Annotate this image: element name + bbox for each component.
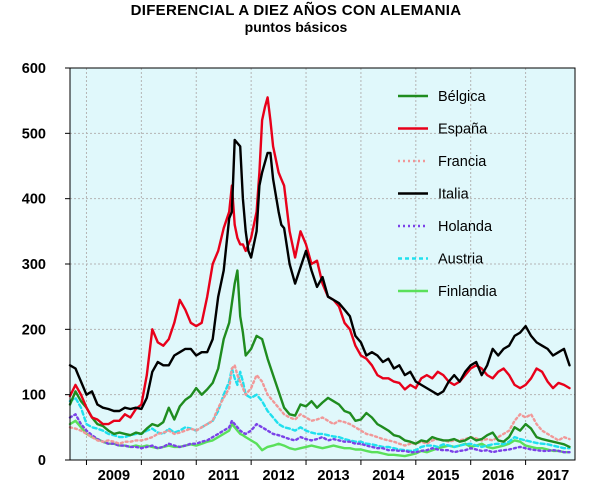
chart-title: DIFERENCIAL A DIEZ AÑOS CON ALEMANIA xyxy=(130,2,462,19)
y-tick-label: 200 xyxy=(22,322,46,338)
y-tick-label: 500 xyxy=(22,126,46,142)
y-tick-label: 300 xyxy=(22,257,46,273)
x-tick-label: 2017 xyxy=(537,468,569,484)
x-tick-label: 2011 xyxy=(208,468,239,484)
legend-label-espana: España xyxy=(438,122,488,138)
y-tick-label: 0 xyxy=(38,453,46,469)
chart-subtitle: puntos básicos xyxy=(244,19,348,35)
x-tick-label: 2009 xyxy=(98,468,130,484)
x-tick-label: 2015 xyxy=(427,468,459,484)
gridlines xyxy=(70,68,575,460)
series-layer xyxy=(68,96,571,458)
series-line-francia xyxy=(68,364,571,447)
y-tick-label: 100 xyxy=(22,388,46,404)
y-axis: 0 100 200 300 400 500 600 xyxy=(22,61,70,469)
x-tick-label: 2013 xyxy=(317,468,349,484)
series-line-espana xyxy=(68,96,571,426)
legend-label-holanda: Holanda xyxy=(438,219,493,235)
series-line-austria xyxy=(68,367,571,453)
legend-label-francia: Francia xyxy=(438,154,487,170)
y-tick-label: 600 xyxy=(22,61,46,77)
x-tick-label: 2010 xyxy=(153,468,185,484)
legend: Bélgica España Francia Italia Holanda Austria… xyxy=(398,89,498,300)
x-tick-label: 2014 xyxy=(372,468,404,484)
legend-label-finlandia: Finlandia xyxy=(438,284,498,300)
legend-label-italia: Italia xyxy=(438,187,470,203)
y-tick-label: 400 xyxy=(22,192,46,208)
series-line-belgica xyxy=(68,269,571,449)
legend-label-austria: Austria xyxy=(438,252,484,268)
series-line-italia xyxy=(68,138,571,413)
x-axis: 2009 2010 2011 2012 2013 2014 2015 2016 2017 xyxy=(85,460,569,484)
x-tick-label: 2016 xyxy=(482,468,514,484)
series-line-holanda xyxy=(68,413,571,454)
legend-label-belgica: Bélgica xyxy=(438,89,486,105)
x-tick-label: 2012 xyxy=(262,468,294,484)
